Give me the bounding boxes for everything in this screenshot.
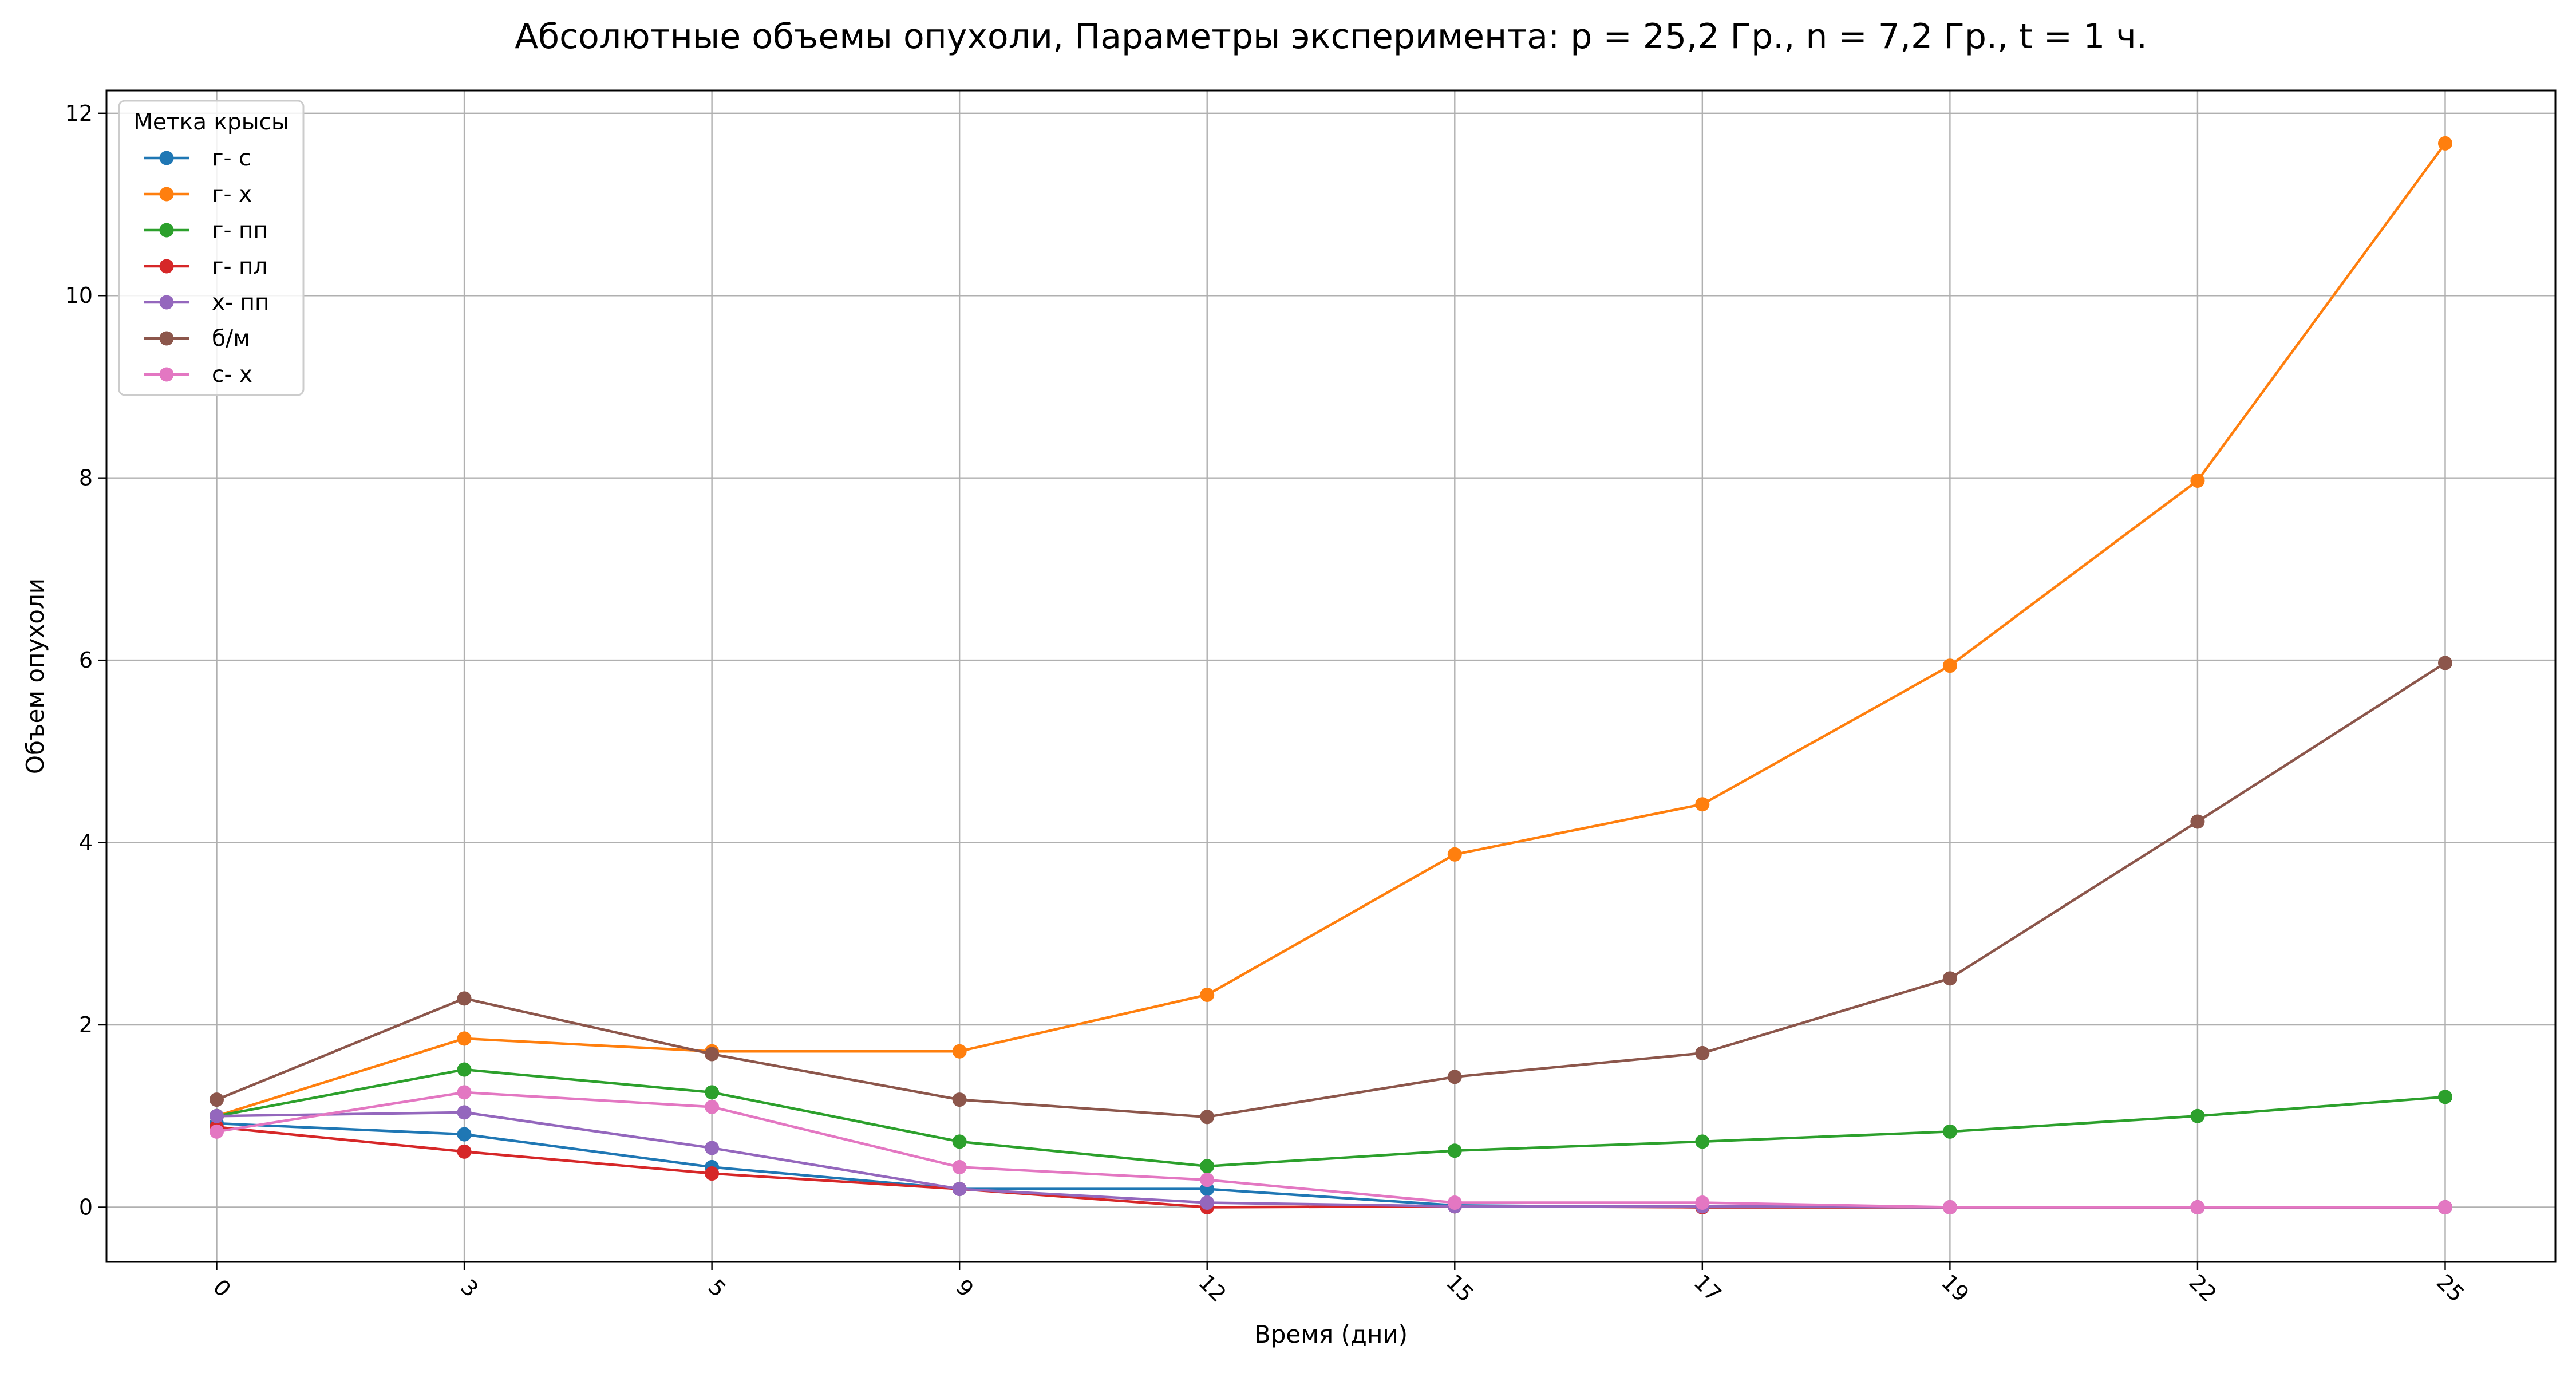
data-point bbox=[210, 1092, 224, 1107]
data-point bbox=[1447, 1070, 1462, 1084]
series-line bbox=[215, 1091, 2447, 1209]
data-point bbox=[1200, 987, 1215, 1002]
legend-label: г- х bbox=[212, 182, 252, 207]
data-point bbox=[705, 1047, 720, 1062]
data-point bbox=[210, 1108, 224, 1123]
data-point bbox=[1200, 1173, 1215, 1187]
y-tick-label: 2 bbox=[79, 1012, 93, 1037]
data-point bbox=[952, 1159, 967, 1174]
data-point bbox=[1942, 1200, 1957, 1214]
data-point bbox=[2437, 136, 2452, 151]
series-6 bbox=[210, 656, 2452, 1125]
legend-swatch-marker bbox=[159, 331, 174, 346]
data-point bbox=[1200, 1159, 1215, 1174]
data-point bbox=[952, 1092, 967, 1107]
data-point bbox=[1942, 971, 1957, 986]
legend-swatch-marker bbox=[159, 259, 174, 274]
series-line bbox=[215, 1068, 2447, 1168]
data-point bbox=[1695, 1045, 1710, 1060]
legend-item: б/м bbox=[144, 326, 250, 352]
legend-swatch-marker bbox=[159, 367, 174, 382]
y-tick-label: 10 bbox=[65, 283, 93, 308]
series-line bbox=[215, 661, 2447, 1119]
data-point bbox=[1695, 1195, 1710, 1210]
data-point bbox=[2437, 1200, 2452, 1214]
data-point bbox=[457, 1031, 472, 1046]
data-point bbox=[1695, 797, 1710, 812]
data-point bbox=[2190, 473, 2205, 488]
legend-item: г- пп bbox=[144, 218, 268, 243]
data-point bbox=[457, 991, 472, 1006]
data-point bbox=[2437, 656, 2452, 670]
legend-label: с- х bbox=[212, 362, 252, 388]
grid-layer bbox=[106, 90, 2555, 1262]
legend-item: г- х bbox=[144, 182, 252, 207]
series-7 bbox=[210, 1085, 2452, 1214]
data-point bbox=[705, 1085, 720, 1100]
data-point bbox=[952, 1182, 967, 1197]
data-point bbox=[1447, 1195, 1462, 1210]
data-point bbox=[2190, 1200, 2205, 1214]
data-point bbox=[2190, 814, 2205, 829]
data-point bbox=[705, 1141, 720, 1155]
legend-label: г- пп bbox=[212, 218, 268, 243]
series-line bbox=[215, 142, 2447, 1118]
data-point bbox=[1447, 1143, 1462, 1158]
legend-item: х- пп bbox=[144, 290, 270, 315]
data-point bbox=[952, 1134, 967, 1149]
data-point bbox=[457, 1127, 472, 1142]
data-point bbox=[2190, 1108, 2205, 1123]
y-axis-label: Объем опухоли bbox=[21, 578, 49, 774]
legend-label: г- пл bbox=[212, 254, 267, 279]
data-point bbox=[457, 1105, 472, 1120]
legend-swatch-marker bbox=[159, 223, 174, 238]
legend-swatch-marker bbox=[159, 151, 174, 165]
data-point bbox=[1200, 1195, 1215, 1210]
data-point bbox=[457, 1062, 472, 1077]
legend-swatch-marker bbox=[159, 295, 174, 310]
legend-swatch-marker bbox=[159, 187, 174, 202]
y-tick-label: 0 bbox=[79, 1194, 93, 1220]
plot-area-frame bbox=[105, 89, 2557, 1263]
legend-label: х- пп bbox=[212, 290, 270, 315]
data-point bbox=[705, 1166, 720, 1181]
y-tick-label: 6 bbox=[79, 648, 93, 673]
legend: Метка крысы г- с г- х г- пп г- пл х- пп б/м с-… bbox=[118, 100, 305, 396]
y-tick-label: 8 bbox=[79, 465, 93, 491]
legend-label: б/м bbox=[212, 326, 250, 352]
data-point bbox=[1942, 658, 1957, 673]
data-point bbox=[210, 1124, 224, 1139]
series-3 bbox=[210, 1062, 2452, 1174]
data-point bbox=[1447, 847, 1462, 862]
y-tick-label: 12 bbox=[65, 101, 93, 126]
y-tick-label: 4 bbox=[79, 830, 93, 855]
data-point bbox=[457, 1085, 472, 1100]
x-axis-label: Время (дни) bbox=[1254, 1320, 1408, 1348]
data-point bbox=[457, 1144, 472, 1159]
series-2 bbox=[210, 136, 2452, 1123]
legend-items: г- с г- х г- пп г- пл х- пп б/м с- х bbox=[144, 145, 270, 388]
legend-label: г- с bbox=[212, 145, 251, 171]
legend-title: Метка крысы bbox=[133, 109, 289, 135]
data-point bbox=[1942, 1124, 1957, 1139]
chart-title: Абсолютные объемы опухоли, Параметры экс… bbox=[515, 17, 2147, 57]
legend-box bbox=[118, 100, 305, 396]
data-point bbox=[952, 1044, 967, 1059]
data-point bbox=[2437, 1090, 2452, 1104]
legend-item: г- с bbox=[144, 145, 251, 171]
data-point bbox=[705, 1099, 720, 1114]
data-point bbox=[1200, 1110, 1215, 1125]
data-point bbox=[1695, 1134, 1710, 1149]
legend-item: с- х bbox=[144, 362, 252, 388]
series-layer bbox=[210, 136, 2452, 1214]
legend-item: г- пл bbox=[144, 254, 267, 279]
